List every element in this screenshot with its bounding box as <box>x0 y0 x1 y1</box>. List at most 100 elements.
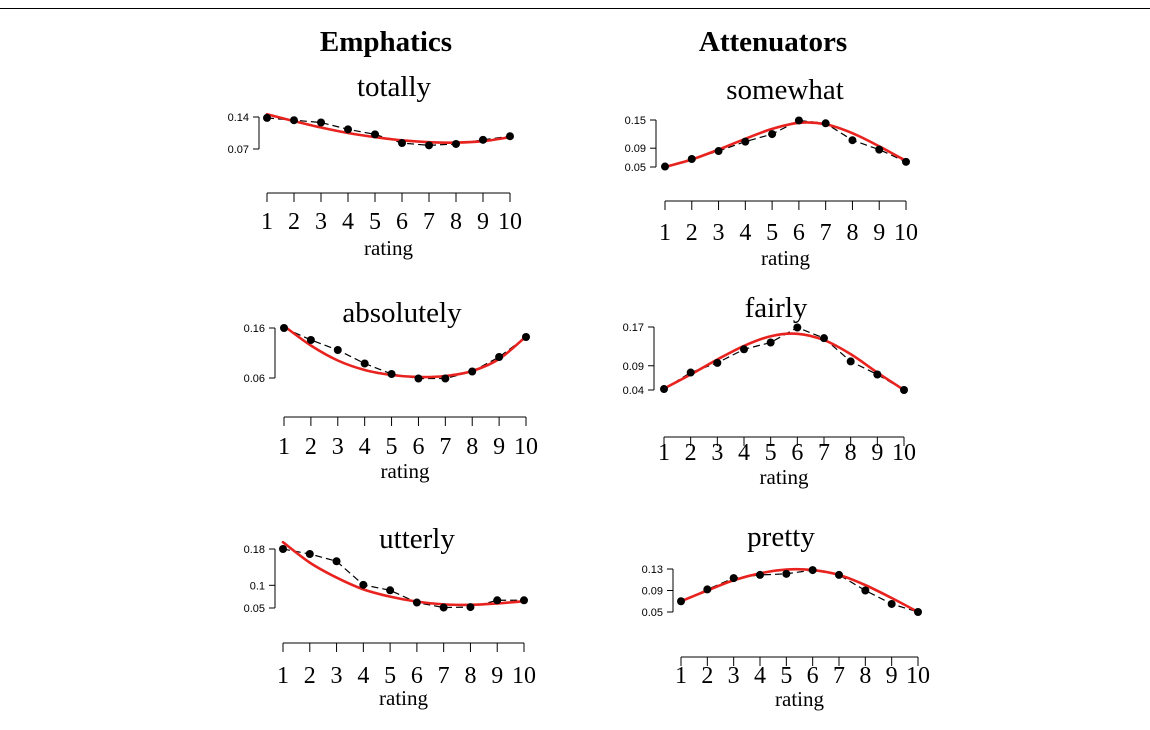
observed-series-line <box>663 326 905 391</box>
x-tick-label: 8 <box>466 434 478 460</box>
x-tick-label: 1 <box>278 434 290 460</box>
observed-data-point <box>740 345 748 354</box>
x-tick-label: 8 <box>845 440 857 466</box>
x-tick-label: 6 <box>791 440 803 466</box>
x-axis-label: rating <box>364 236 413 260</box>
observed-data-point <box>766 338 775 347</box>
observed-data-point <box>782 569 791 578</box>
y-tick-label: 0.05 <box>625 162 646 174</box>
y-tick-label: 0.05 <box>244 603 265 615</box>
x-tick-label: 7 <box>423 209 435 235</box>
observed-data-point <box>793 323 802 332</box>
x-tick-label: 9 <box>886 663 898 689</box>
y-tick-label: 0.14 <box>228 112 249 124</box>
observed-data-point <box>332 557 341 566</box>
observed-data-point <box>522 333 530 341</box>
observed-data-point <box>387 370 396 378</box>
x-tick-label: 2 <box>304 663 316 689</box>
observed-data-point <box>768 130 777 139</box>
observed-data-point <box>873 370 882 379</box>
x-tick-label: 1 <box>261 209 273 235</box>
observed-data-point <box>290 116 298 125</box>
x-axis-label: rating <box>760 465 809 489</box>
observed-data-point <box>305 549 314 558</box>
observed-data-point <box>441 374 450 383</box>
x-tick-label: 10 <box>514 434 538 460</box>
y-tick-label: 0.1 <box>250 580 265 592</box>
observed-data-point <box>412 598 421 607</box>
fit-series-line <box>662 332 906 392</box>
y-tick-label: 0.05 <box>642 607 663 619</box>
x-tick-label: 4 <box>754 663 766 689</box>
panel-title: somewhat <box>726 74 844 106</box>
observed-data-point <box>360 359 369 368</box>
y-tick-label: 0.16 <box>244 323 265 335</box>
x-tick-label: 1 <box>675 663 687 689</box>
observed-data-point <box>703 585 712 594</box>
observed-data-point <box>660 385 668 394</box>
x-axis-label: rating <box>381 459 430 483</box>
x-tick-label: 3 <box>711 440 723 466</box>
panel-title: fairly <box>745 292 808 324</box>
x-tick-label: 8 <box>846 220 858 246</box>
observed-data-point <box>317 118 325 127</box>
observed-data-point <box>495 353 504 361</box>
x-tick-label: 4 <box>359 434 371 460</box>
x-tick-label: 6 <box>807 663 819 689</box>
observed-data-point <box>846 357 855 366</box>
fit-series-line <box>679 567 920 614</box>
observed-data-point <box>344 125 352 134</box>
observed-data-point <box>386 586 395 595</box>
observed-data-point <box>887 599 896 608</box>
x-tick-label: 2 <box>686 220 698 246</box>
observed-data-point <box>520 596 528 605</box>
observed-data-point <box>686 368 695 377</box>
x-tick-label: 9 <box>873 220 885 246</box>
observed-data-point <box>741 137 750 146</box>
x-tick-label: 10 <box>906 663 930 689</box>
x-tick-label: 3 <box>331 663 343 689</box>
x-tick-label: 10 <box>892 440 916 466</box>
panel-title: totally <box>357 71 432 103</box>
y-tick-label: 0.09 <box>625 143 646 155</box>
observed-data-point <box>439 603 448 612</box>
observed-data-point <box>306 336 315 344</box>
y-tick-label: 0.17 <box>623 322 644 334</box>
y-tick-label: 0.04 <box>623 385 644 397</box>
x-tick-label: 2 <box>305 434 317 460</box>
fit-series-line <box>282 324 528 379</box>
x-tick-label: 5 <box>780 663 792 689</box>
y-tick-label: 0.13 <box>642 564 663 576</box>
observed-series-line <box>680 569 919 613</box>
x-tick-label: 8 <box>859 663 871 689</box>
observed-data-point <box>425 141 433 150</box>
observed-data-point <box>756 570 764 579</box>
x-tick-label: 7 <box>438 663 450 689</box>
observed-data-point <box>468 367 477 376</box>
x-tick-label: 1 <box>658 440 670 466</box>
fit-series-line <box>265 112 512 144</box>
observed-data-point <box>835 570 843 579</box>
x-tick-label: 10 <box>894 220 918 246</box>
x-tick-label: 5 <box>384 663 396 689</box>
observed-data-point <box>661 162 669 171</box>
panel-title: utterly <box>379 523 455 555</box>
observed-data-point <box>687 155 696 164</box>
observed-series-line <box>664 119 907 168</box>
x-tick-label: 8 <box>450 209 462 235</box>
observed-data-point <box>875 145 884 154</box>
observed-data-point <box>902 157 910 166</box>
x-axis-label: rating <box>761 246 810 270</box>
observed-data-point <box>452 139 460 148</box>
observed-data-point <box>493 596 502 605</box>
x-tick-label: 1 <box>277 663 289 689</box>
x-tick-label: 4 <box>738 440 750 466</box>
y-tick-label: 0.06 <box>244 373 265 385</box>
observed-data-point <box>466 603 475 612</box>
x-tick-label: 9 <box>491 663 503 689</box>
observed-data-point <box>333 346 342 354</box>
x-tick-label: 2 <box>701 663 713 689</box>
observed-data-point <box>729 574 738 583</box>
top-rule <box>0 8 1150 9</box>
